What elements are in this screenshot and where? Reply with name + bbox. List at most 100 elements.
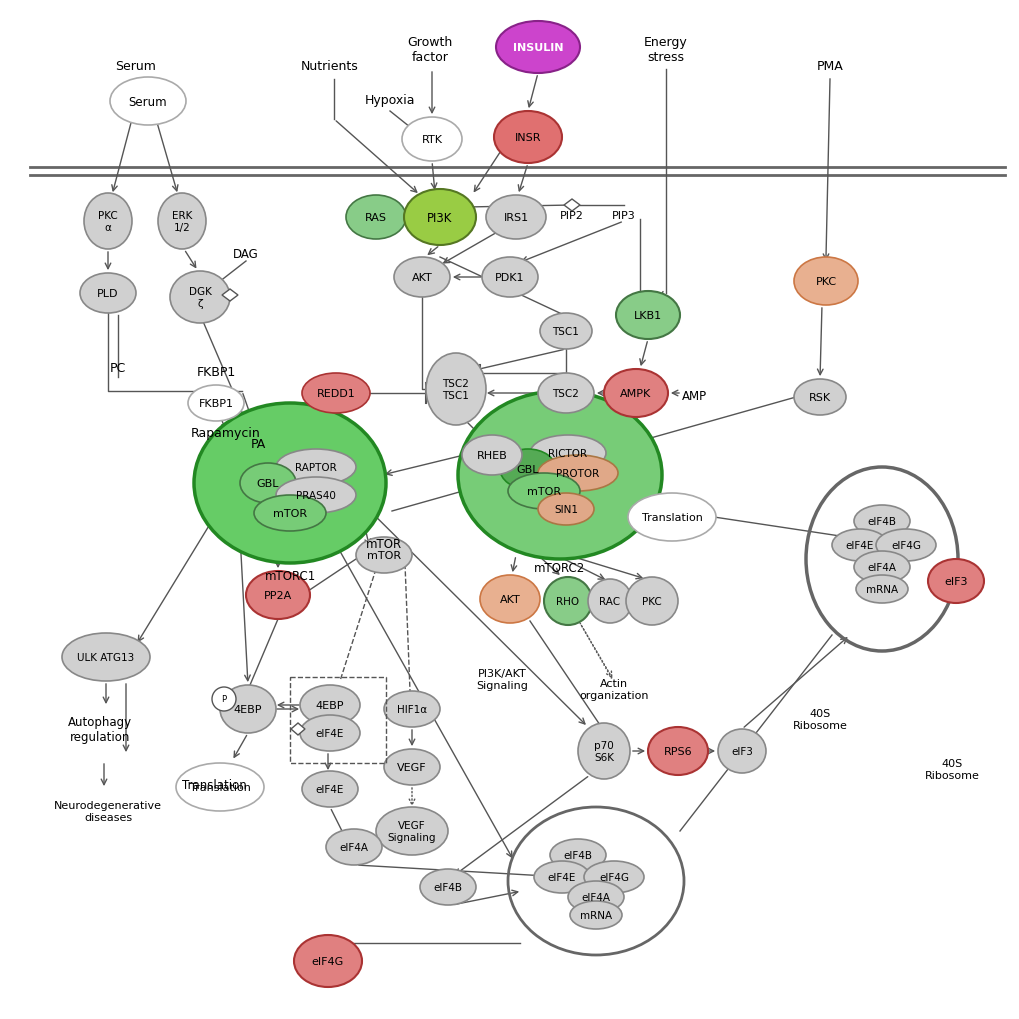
- Ellipse shape: [458, 391, 661, 559]
- Text: PIP3: PIP3: [611, 211, 635, 221]
- Text: Hypoxia: Hypoxia: [365, 94, 415, 106]
- Text: Serum: Serum: [115, 59, 156, 72]
- Text: PP2A: PP2A: [264, 590, 291, 600]
- Text: LKB1: LKB1: [634, 311, 661, 321]
- Text: RHEB: RHEB: [476, 450, 506, 461]
- Text: REDD1: REDD1: [316, 388, 355, 398]
- Text: eIF4G: eIF4G: [312, 956, 343, 966]
- Ellipse shape: [420, 869, 476, 905]
- Ellipse shape: [507, 474, 580, 510]
- Text: eIF4B: eIF4B: [433, 882, 462, 892]
- Ellipse shape: [530, 435, 605, 472]
- Text: INSR: INSR: [515, 132, 541, 143]
- Text: SIN1: SIN1: [553, 504, 578, 515]
- Text: RPS6: RPS6: [663, 746, 692, 756]
- Text: GBL: GBL: [257, 479, 279, 488]
- Ellipse shape: [578, 723, 630, 780]
- Text: Neurodegenerative
diseases: Neurodegenerative diseases: [54, 800, 162, 822]
- Text: AKT: AKT: [412, 273, 432, 282]
- Ellipse shape: [220, 686, 276, 734]
- Text: PRAS40: PRAS40: [296, 490, 335, 500]
- Text: FKBP1: FKBP1: [197, 365, 235, 378]
- Ellipse shape: [345, 196, 406, 239]
- Ellipse shape: [302, 374, 370, 414]
- Ellipse shape: [587, 580, 632, 624]
- Ellipse shape: [615, 291, 680, 339]
- Ellipse shape: [356, 537, 412, 574]
- Text: PIP2: PIP2: [559, 211, 583, 221]
- Text: eIF4A: eIF4A: [866, 562, 896, 573]
- Ellipse shape: [537, 374, 593, 414]
- Text: Translation: Translation: [190, 783, 251, 792]
- Text: eIF4B: eIF4B: [562, 850, 592, 860]
- Ellipse shape: [584, 861, 643, 893]
- Text: ULK ATG13: ULK ATG13: [77, 652, 135, 662]
- Text: Autophagy
regulation: Autophagy regulation: [68, 715, 131, 743]
- Text: PA: PA: [250, 437, 265, 450]
- Text: 4EBP: 4EBP: [233, 704, 262, 714]
- Text: TSC2
TSC1: TSC2 TSC1: [442, 379, 469, 400]
- Text: RICTOR: RICTOR: [548, 448, 587, 459]
- Text: Translation: Translation: [641, 513, 702, 523]
- Ellipse shape: [493, 112, 561, 164]
- Text: VEGF: VEGF: [396, 762, 426, 772]
- Text: RSK: RSK: [808, 392, 830, 403]
- Text: mTOR: mTOR: [273, 508, 307, 519]
- Text: eIF4E: eIF4E: [316, 785, 343, 794]
- Ellipse shape: [793, 258, 857, 306]
- Polygon shape: [222, 289, 237, 302]
- Text: PROTOR: PROTOR: [555, 469, 599, 479]
- Text: eIF4A: eIF4A: [581, 892, 610, 902]
- Text: PKC: PKC: [814, 277, 836, 286]
- Ellipse shape: [276, 449, 356, 485]
- Text: mRNA: mRNA: [580, 910, 611, 920]
- Ellipse shape: [495, 22, 580, 74]
- Text: 40S
Ribosome: 40S Ribosome: [792, 708, 847, 730]
- Text: PLD: PLD: [97, 288, 118, 299]
- Text: RAPTOR: RAPTOR: [294, 463, 336, 473]
- Text: RAS: RAS: [365, 213, 386, 223]
- Ellipse shape: [626, 578, 678, 626]
- Text: Growth
factor: Growth factor: [407, 36, 452, 64]
- Text: RAC: RAC: [599, 596, 620, 606]
- Ellipse shape: [404, 190, 476, 246]
- Ellipse shape: [485, 196, 545, 239]
- Text: p70
S6K: p70 S6K: [593, 741, 613, 762]
- Ellipse shape: [537, 455, 618, 491]
- Ellipse shape: [793, 380, 845, 416]
- Text: HIF1α: HIF1α: [396, 704, 427, 714]
- Ellipse shape: [110, 77, 185, 126]
- Ellipse shape: [499, 449, 555, 489]
- Text: eIF4G: eIF4G: [598, 872, 629, 882]
- Text: eIF4B: eIF4B: [866, 517, 896, 527]
- Ellipse shape: [855, 576, 907, 603]
- Ellipse shape: [543, 578, 591, 626]
- Ellipse shape: [482, 258, 537, 298]
- Polygon shape: [290, 723, 305, 736]
- Text: AKT: AKT: [499, 594, 520, 604]
- Ellipse shape: [426, 354, 485, 426]
- Text: eIF4A: eIF4A: [339, 842, 368, 852]
- Ellipse shape: [62, 634, 150, 682]
- Ellipse shape: [300, 686, 360, 726]
- Ellipse shape: [187, 385, 244, 422]
- Ellipse shape: [293, 935, 362, 987]
- Ellipse shape: [549, 840, 605, 871]
- Ellipse shape: [326, 829, 382, 865]
- Ellipse shape: [158, 194, 206, 250]
- Text: PKC
α: PKC α: [98, 211, 118, 232]
- Text: mTOR: mTOR: [367, 550, 400, 560]
- Ellipse shape: [853, 505, 909, 537]
- Ellipse shape: [254, 495, 326, 532]
- Ellipse shape: [401, 118, 462, 162]
- Text: PMA: PMA: [816, 59, 843, 72]
- Text: eIF4E: eIF4E: [845, 540, 873, 550]
- Ellipse shape: [383, 691, 439, 728]
- Text: P: P: [221, 695, 226, 704]
- Text: eIF4E: eIF4E: [547, 872, 576, 882]
- Text: mTORC1: mTORC1: [264, 569, 315, 582]
- Text: mRNA: mRNA: [865, 585, 897, 594]
- Text: IRS1: IRS1: [503, 213, 528, 223]
- Ellipse shape: [246, 572, 310, 620]
- Ellipse shape: [853, 551, 909, 584]
